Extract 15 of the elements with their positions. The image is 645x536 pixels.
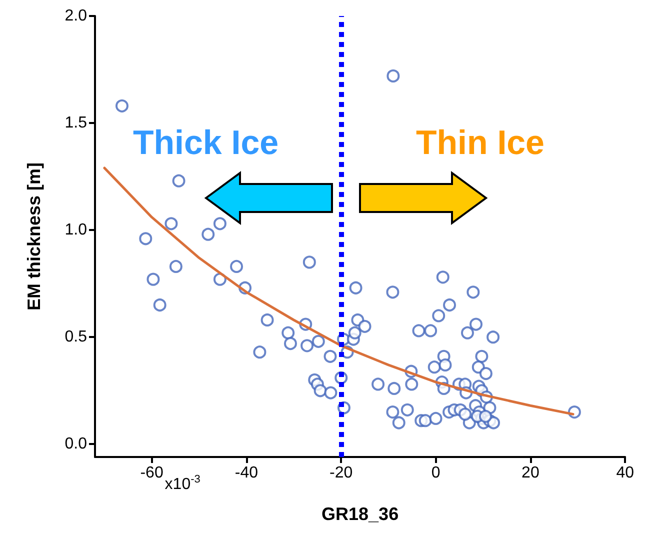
y-tick-label: 1.5 [64, 114, 88, 132]
x-tick-label: -40 [234, 464, 258, 482]
y-tick-label: 0.5 [64, 328, 88, 346]
annotation: Thin Ice [416, 124, 544, 162]
y-tick-label: 2.0 [64, 8, 88, 24]
y-tick-label: 1.0 [64, 222, 88, 239]
y-axis-title: EM thickness [m] [24, 162, 44, 311]
y-tick-label: 0.0 [64, 436, 88, 453]
x-axis-title: GR18_36 [322, 504, 399, 524]
x-tick-label: 40 [616, 464, 634, 482]
annotation: Thick Ice [133, 124, 279, 162]
x-tick-label: -60 [140, 464, 164, 482]
x-tick-label: 0 [431, 464, 440, 482]
x-tick-label: -20 [330, 464, 353, 482]
x-tick-label: 20 [522, 464, 540, 482]
